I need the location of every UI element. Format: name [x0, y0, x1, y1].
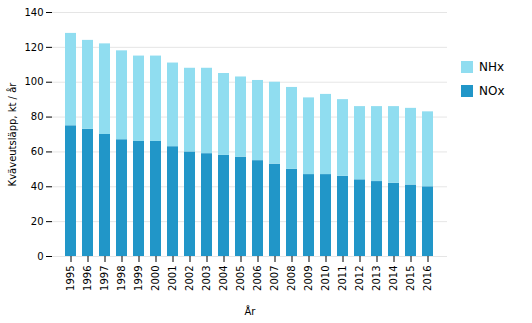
svg-text:60: 60	[31, 146, 44, 157]
svg-text:2001: 2001	[167, 266, 178, 291]
svg-text:2004: 2004	[218, 266, 229, 291]
svg-text:1995: 1995	[65, 266, 76, 291]
svg-text:140: 140	[24, 7, 43, 18]
svg-text:2011: 2011	[337, 266, 348, 291]
svg-text:2014: 2014	[388, 266, 399, 291]
svg-text:1997: 1997	[99, 266, 110, 291]
svg-text:2005: 2005	[235, 266, 246, 291]
svg-text:Kväveutsläpp, kt / år: Kväveutsläpp, kt / år	[6, 82, 18, 187]
svg-text:2003: 2003	[201, 266, 212, 291]
svg-text:2000: 2000	[150, 266, 161, 291]
svg-text:120: 120	[24, 42, 43, 53]
svg-text:40: 40	[31, 181, 44, 192]
svg-text:20: 20	[31, 216, 44, 227]
svg-text:1999: 1999	[133, 266, 144, 291]
svg-text:2007: 2007	[269, 266, 280, 291]
svg-text:2002: 2002	[184, 266, 195, 291]
svg-text:100: 100	[24, 76, 43, 87]
svg-text:2013: 2013	[371, 266, 382, 291]
svg-text:2008: 2008	[286, 266, 297, 291]
svg-text:1998: 1998	[116, 266, 127, 291]
svg-text:1996: 1996	[82, 266, 93, 291]
svg-text:2016: 2016	[422, 266, 433, 291]
svg-text:2009: 2009	[303, 266, 314, 291]
html-text:NHx: NHx	[479, 60, 505, 74]
svg-text:2015: 2015	[405, 266, 416, 291]
html-text:NOx: NOx	[479, 84, 505, 98]
svg-text:2012: 2012	[354, 266, 365, 291]
svg-text:0: 0	[37, 251, 43, 262]
svg-text:2010: 2010	[320, 266, 331, 291]
svg-text:2006: 2006	[252, 266, 263, 291]
svg-text:År: År	[245, 305, 257, 317]
svg-text:80: 80	[31, 111, 44, 122]
